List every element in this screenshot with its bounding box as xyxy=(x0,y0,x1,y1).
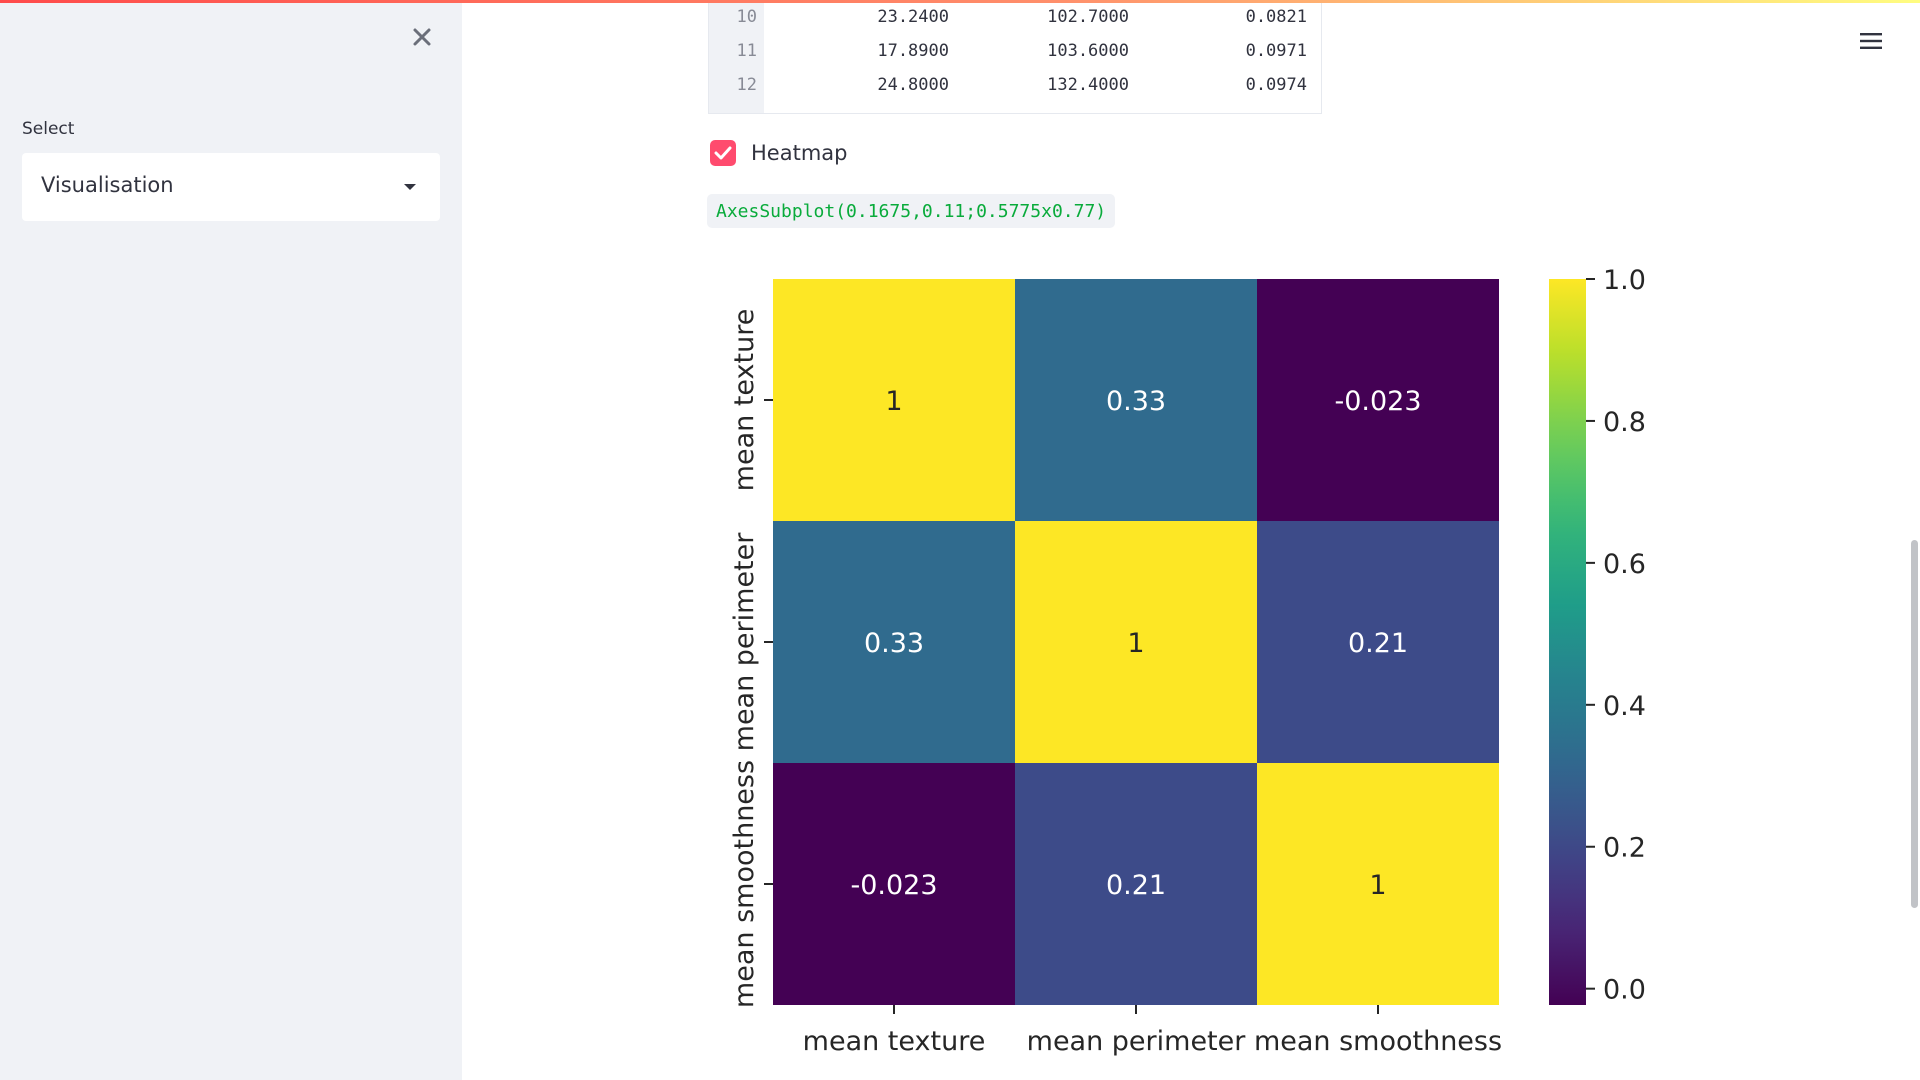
table-row: 12 24.8000 132.4000 0.0974 xyxy=(709,68,1321,102)
checkbox-box[interactable] xyxy=(710,140,736,166)
heatmap-cell xyxy=(1257,763,1499,1005)
table-cell: 132.4000 xyxy=(1047,75,1129,95)
select-label: Select xyxy=(22,119,75,139)
close-icon xyxy=(413,28,431,46)
heatmap-cell xyxy=(1015,521,1257,763)
heatmap-cell xyxy=(773,763,1015,1005)
x-tick-label: mean perimeter xyxy=(1027,1026,1247,1057)
cell-annotation: 1 xyxy=(1127,628,1144,659)
table-cell: 23.2400 xyxy=(877,7,949,27)
cell-annotation: 0.21 xyxy=(1106,870,1166,901)
table-row: 11 17.8900 103.6000 0.0971 xyxy=(709,34,1321,68)
main-menu-button[interactable] xyxy=(1857,28,1885,54)
table-cell: 0.0971 xyxy=(1245,41,1307,61)
cell-annotation: 0.21 xyxy=(1348,628,1408,659)
cell-annotation: 1 xyxy=(1369,870,1386,901)
colorbar-tick-label: 0.4 xyxy=(1603,691,1646,722)
table-cell: 24.8000 xyxy=(877,75,949,95)
table-cell: 103.6000 xyxy=(1047,41,1129,61)
colorbar-tick-label: 1.0 xyxy=(1603,265,1646,296)
colorbar-tick-label: 0.0 xyxy=(1603,975,1646,1006)
table-cell: 102.7000 xyxy=(1047,7,1129,27)
dataframe-table[interactable]: 10 23.2400 102.7000 0.0821 11 17.8900 10… xyxy=(708,0,1322,114)
row-index: 11 xyxy=(736,41,757,61)
table-cell: 17.8900 xyxy=(877,41,949,61)
cell-annotation: -0.023 xyxy=(850,870,937,901)
caret-down-icon xyxy=(404,184,416,190)
cell-annotation: 0.33 xyxy=(1106,386,1166,417)
colorbar-tick-label: 0.8 xyxy=(1603,407,1646,438)
close-sidebar-button[interactable] xyxy=(407,22,437,52)
table-cell: 0.0974 xyxy=(1245,75,1307,95)
heatmap-checkbox[interactable]: Heatmap xyxy=(710,140,847,166)
checkmark-icon xyxy=(714,146,732,160)
checkbox-label: Heatmap xyxy=(751,141,848,165)
colorbar xyxy=(1549,279,1586,1005)
cell-annotation: -0.023 xyxy=(1334,386,1421,417)
heatmap-cell xyxy=(773,279,1015,521)
y-tick-label: mean smoothness xyxy=(729,760,760,1008)
cell-annotation: 1 xyxy=(885,386,902,417)
heatmap-cell xyxy=(1257,279,1499,521)
heatmap-cell xyxy=(1015,763,1257,1005)
hamburger-menu-icon xyxy=(1860,33,1882,49)
heatmap-cell xyxy=(773,521,1015,763)
select-value: Visualisation xyxy=(41,173,174,197)
heatmap-cell xyxy=(1015,279,1257,521)
dataframe-index-column xyxy=(709,0,764,113)
colorbar-tick-label: 0.6 xyxy=(1603,549,1646,580)
top-decoration-bar xyxy=(0,0,1920,3)
colorbar-tick-label: 0.2 xyxy=(1603,833,1646,864)
row-index: 12 xyxy=(736,75,757,95)
x-tick-label: mean texture xyxy=(803,1026,986,1057)
code-output: AxesSubplot(0.1675,0.11;0.5775x0.77) xyxy=(707,194,1116,228)
visualisation-select[interactable]: Visualisation xyxy=(22,153,440,221)
cell-annotation: 0.33 xyxy=(864,628,924,659)
y-tick-label: mean texture xyxy=(729,309,760,492)
y-tick-label: mean perimeter xyxy=(729,532,760,752)
row-index: 10 xyxy=(736,7,757,27)
table-cell: 0.0821 xyxy=(1245,7,1307,27)
heatmap-cell xyxy=(1257,521,1499,763)
scrollbar[interactable] xyxy=(1911,540,1918,908)
table-row: 10 23.2400 102.7000 0.0821 xyxy=(709,0,1321,34)
sidebar: Select Visualisation xyxy=(0,0,462,1080)
x-tick-label: mean smoothness xyxy=(1254,1026,1502,1057)
heatmap-chart: 1 0.33 -0.023 0.33 1 0.21 -0.023 0.21 1 mean text… xyxy=(729,265,1646,1057)
